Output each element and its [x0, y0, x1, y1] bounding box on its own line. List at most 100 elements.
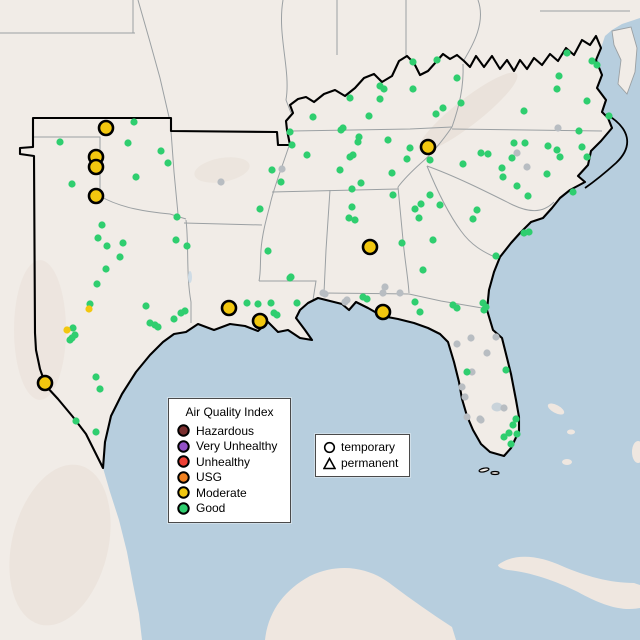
- station-dot-good[interactable]: [507, 440, 515, 448]
- station-dot-moderate-temporary[interactable]: [36, 374, 54, 392]
- station-dot-good[interactable]: [103, 242, 111, 250]
- station-dot-good[interactable]: [543, 170, 551, 178]
- station-dot-good[interactable]: [94, 234, 102, 242]
- station-dot-no-data[interactable]: [278, 165, 286, 173]
- station-dot-good[interactable]: [510, 139, 518, 147]
- station-dot-moderate[interactable]: [85, 305, 93, 313]
- station-dot-good[interactable]: [303, 151, 311, 159]
- station-dot-good[interactable]: [346, 94, 354, 102]
- station-dot-good[interactable]: [429, 236, 437, 244]
- station-dot-good[interactable]: [578, 143, 586, 151]
- station-dot-no-data[interactable]: [341, 298, 349, 306]
- station-dot-good[interactable]: [556, 153, 564, 161]
- station-dot-good[interactable]: [409, 85, 417, 93]
- station-dot-good[interactable]: [264, 247, 272, 255]
- station-dot-good[interactable]: [72, 417, 80, 425]
- station-dot-good[interactable]: [502, 366, 510, 374]
- station-dot-good[interactable]: [484, 150, 492, 158]
- station-dot-good[interactable]: [286, 128, 294, 136]
- station-dot-good[interactable]: [357, 179, 365, 187]
- station-dot-good[interactable]: [157, 147, 165, 155]
- station-dot-good[interactable]: [116, 253, 124, 261]
- station-dot-moderate-temporary[interactable]: [97, 119, 115, 137]
- station-dot-good[interactable]: [336, 166, 344, 174]
- station-dot-no-data[interactable]: [381, 283, 389, 291]
- station-dot-good[interactable]: [309, 113, 317, 121]
- station-dot-good[interactable]: [406, 144, 414, 152]
- station-dot-good[interactable]: [521, 139, 529, 147]
- station-dot-good[interactable]: [509, 421, 517, 429]
- station-dot-good[interactable]: [459, 160, 467, 168]
- station-dot-no-data[interactable]: [554, 124, 562, 132]
- station-dot-no-data[interactable]: [492, 333, 500, 341]
- station-dot-good[interactable]: [553, 85, 561, 93]
- station-dot-good[interactable]: [124, 139, 132, 147]
- station-dot-good[interactable]: [93, 280, 101, 288]
- station-dot-good[interactable]: [288, 141, 296, 149]
- station-dot-good[interactable]: [512, 415, 520, 423]
- station-dot-good[interactable]: [92, 428, 100, 436]
- station-dot-good[interactable]: [56, 138, 64, 146]
- station-dot-no-data[interactable]: [453, 340, 461, 348]
- station-dot-good[interactable]: [345, 214, 353, 222]
- station-dot-good[interactable]: [544, 142, 552, 150]
- station-dot-good[interactable]: [513, 430, 521, 438]
- station-dot-good[interactable]: [525, 228, 533, 236]
- station-dot-good[interactable]: [555, 72, 563, 80]
- station-dot-no-data[interactable]: [513, 149, 521, 157]
- station-dot-good[interactable]: [243, 299, 251, 307]
- station-dot-good[interactable]: [254, 300, 262, 308]
- station-dot-good[interactable]: [277, 178, 285, 186]
- station-dot-good[interactable]: [256, 205, 264, 213]
- station-dot-good[interactable]: [142, 302, 150, 310]
- station-dot-good[interactable]: [411, 298, 419, 306]
- station-dot-good[interactable]: [348, 185, 356, 193]
- station-dot-moderate-temporary[interactable]: [87, 158, 105, 176]
- station-dot-good[interactable]: [376, 95, 384, 103]
- station-dot-no-data[interactable]: [477, 416, 485, 424]
- station-dot-good[interactable]: [403, 155, 411, 163]
- station-dot-good[interactable]: [583, 153, 591, 161]
- station-dot-good[interactable]: [170, 315, 178, 323]
- station-dot-good[interactable]: [69, 324, 77, 332]
- station-dot-good[interactable]: [98, 221, 106, 229]
- station-dot-good[interactable]: [419, 266, 427, 274]
- station-dot-good[interactable]: [172, 236, 180, 244]
- station-dot-moderate-temporary[interactable]: [419, 138, 437, 156]
- station-dot-moderate[interactable]: [63, 326, 71, 334]
- station-dot-good[interactable]: [389, 191, 397, 199]
- station-dot-good[interactable]: [513, 182, 521, 190]
- station-dot-good[interactable]: [273, 311, 281, 319]
- station-dot-good[interactable]: [130, 118, 138, 126]
- station-dot-good[interactable]: [164, 159, 172, 167]
- station-dot-good[interactable]: [583, 97, 591, 105]
- station-dot-good[interactable]: [355, 133, 363, 141]
- station-dot-good[interactable]: [439, 104, 447, 112]
- station-dot-good[interactable]: [183, 242, 191, 250]
- station-dot-good[interactable]: [553, 146, 561, 154]
- station-dot-no-data[interactable]: [468, 368, 476, 376]
- station-dot-good[interactable]: [593, 61, 601, 69]
- station-dot-no-data[interactable]: [523, 163, 531, 171]
- station-dot-good[interactable]: [398, 239, 406, 247]
- station-dot-good[interactable]: [384, 136, 392, 144]
- station-dot-good[interactable]: [415, 214, 423, 222]
- station-dot-good[interactable]: [68, 180, 76, 188]
- station-dot-good[interactable]: [469, 215, 477, 223]
- station-dot-good[interactable]: [339, 124, 347, 132]
- station-dot-good[interactable]: [132, 173, 140, 181]
- station-dot-no-data[interactable]: [396, 289, 404, 297]
- station-dot-good[interactable]: [605, 112, 613, 120]
- station-dot-moderate-temporary[interactable]: [251, 312, 269, 330]
- station-dot-good[interactable]: [426, 191, 434, 199]
- station-dot-good[interactable]: [453, 304, 461, 312]
- station-dot-good[interactable]: [348, 203, 356, 211]
- station-dot-good[interactable]: [173, 213, 181, 221]
- station-dot-good[interactable]: [473, 206, 481, 214]
- station-dot-good[interactable]: [436, 201, 444, 209]
- station-dot-no-data[interactable]: [463, 413, 471, 421]
- station-dot-good[interactable]: [492, 252, 500, 260]
- station-dot-good[interactable]: [498, 164, 506, 172]
- station-dot-no-data[interactable]: [500, 404, 508, 412]
